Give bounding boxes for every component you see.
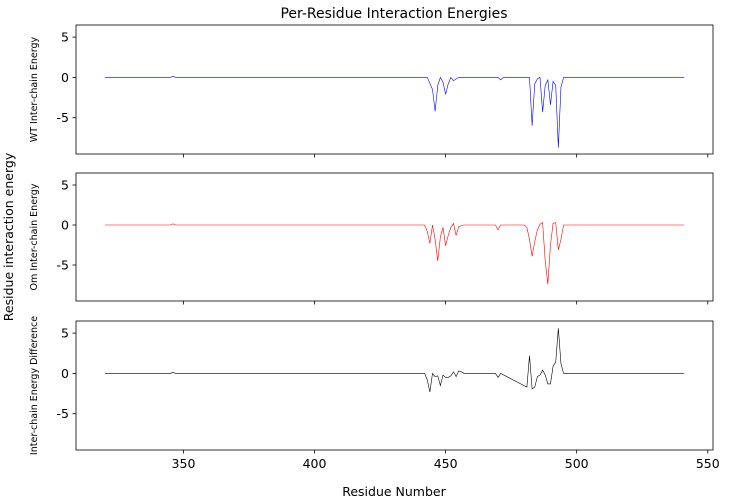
y-tick-label-0-1: 0 bbox=[61, 70, 69, 85]
y-tick-label-1-1: 0 bbox=[61, 218, 69, 233]
energy-difference-panel: -5 0 5 350 400 450 500 550 Inter-chain Energy Di… bbox=[29, 316, 720, 471]
x-tick-label-2-0: 350 bbox=[172, 456, 196, 471]
x-tick-label-2-1: 400 bbox=[303, 456, 327, 471]
axes-frame-1 bbox=[75, 172, 714, 302]
panel-y-axis-label-1: Om Inter-chain Energy bbox=[29, 183, 40, 290]
x-tick-label-2-3: 500 bbox=[565, 456, 589, 471]
panel-y-axis-label-2: Inter-chain Energy Difference bbox=[29, 316, 40, 455]
series-line-0 bbox=[104, 75, 685, 148]
y-tick-label-1-2: 5 bbox=[61, 178, 69, 193]
y-tick-label-0-2: 5 bbox=[61, 30, 69, 45]
shared-x-axis-label: Residue Number bbox=[342, 484, 446, 499]
wt-energy-panel: -5 0 5 WT Inter-chain Energy bbox=[29, 24, 714, 158]
series-line-2 bbox=[104, 328, 685, 393]
y-tick-label-2-2: 5 bbox=[61, 326, 69, 341]
x-tick-label-2-2: 450 bbox=[434, 456, 458, 471]
x-tick-label-2-4: 550 bbox=[696, 456, 720, 471]
y-tick-label-2-1: 0 bbox=[61, 366, 69, 381]
y-tick-label-1-0: -5 bbox=[57, 258, 69, 273]
y-tick-label-0-0: -5 bbox=[57, 110, 69, 125]
axes-frame-2 bbox=[75, 320, 714, 451]
om-energy-panel: -5 0 5 Om Inter-chain Energy bbox=[29, 172, 714, 305]
panel-y-axis-label-0: WT Inter-chain Energy bbox=[29, 36, 40, 142]
axes-frame-0 bbox=[75, 24, 714, 155]
shared-y-axis-label: Residue interaction energy bbox=[1, 152, 16, 321]
series-line-1 bbox=[104, 222, 685, 285]
y-tick-label-2-0: -5 bbox=[57, 406, 69, 421]
figure-title: Per-Residue Interaction Energies bbox=[280, 6, 507, 22]
